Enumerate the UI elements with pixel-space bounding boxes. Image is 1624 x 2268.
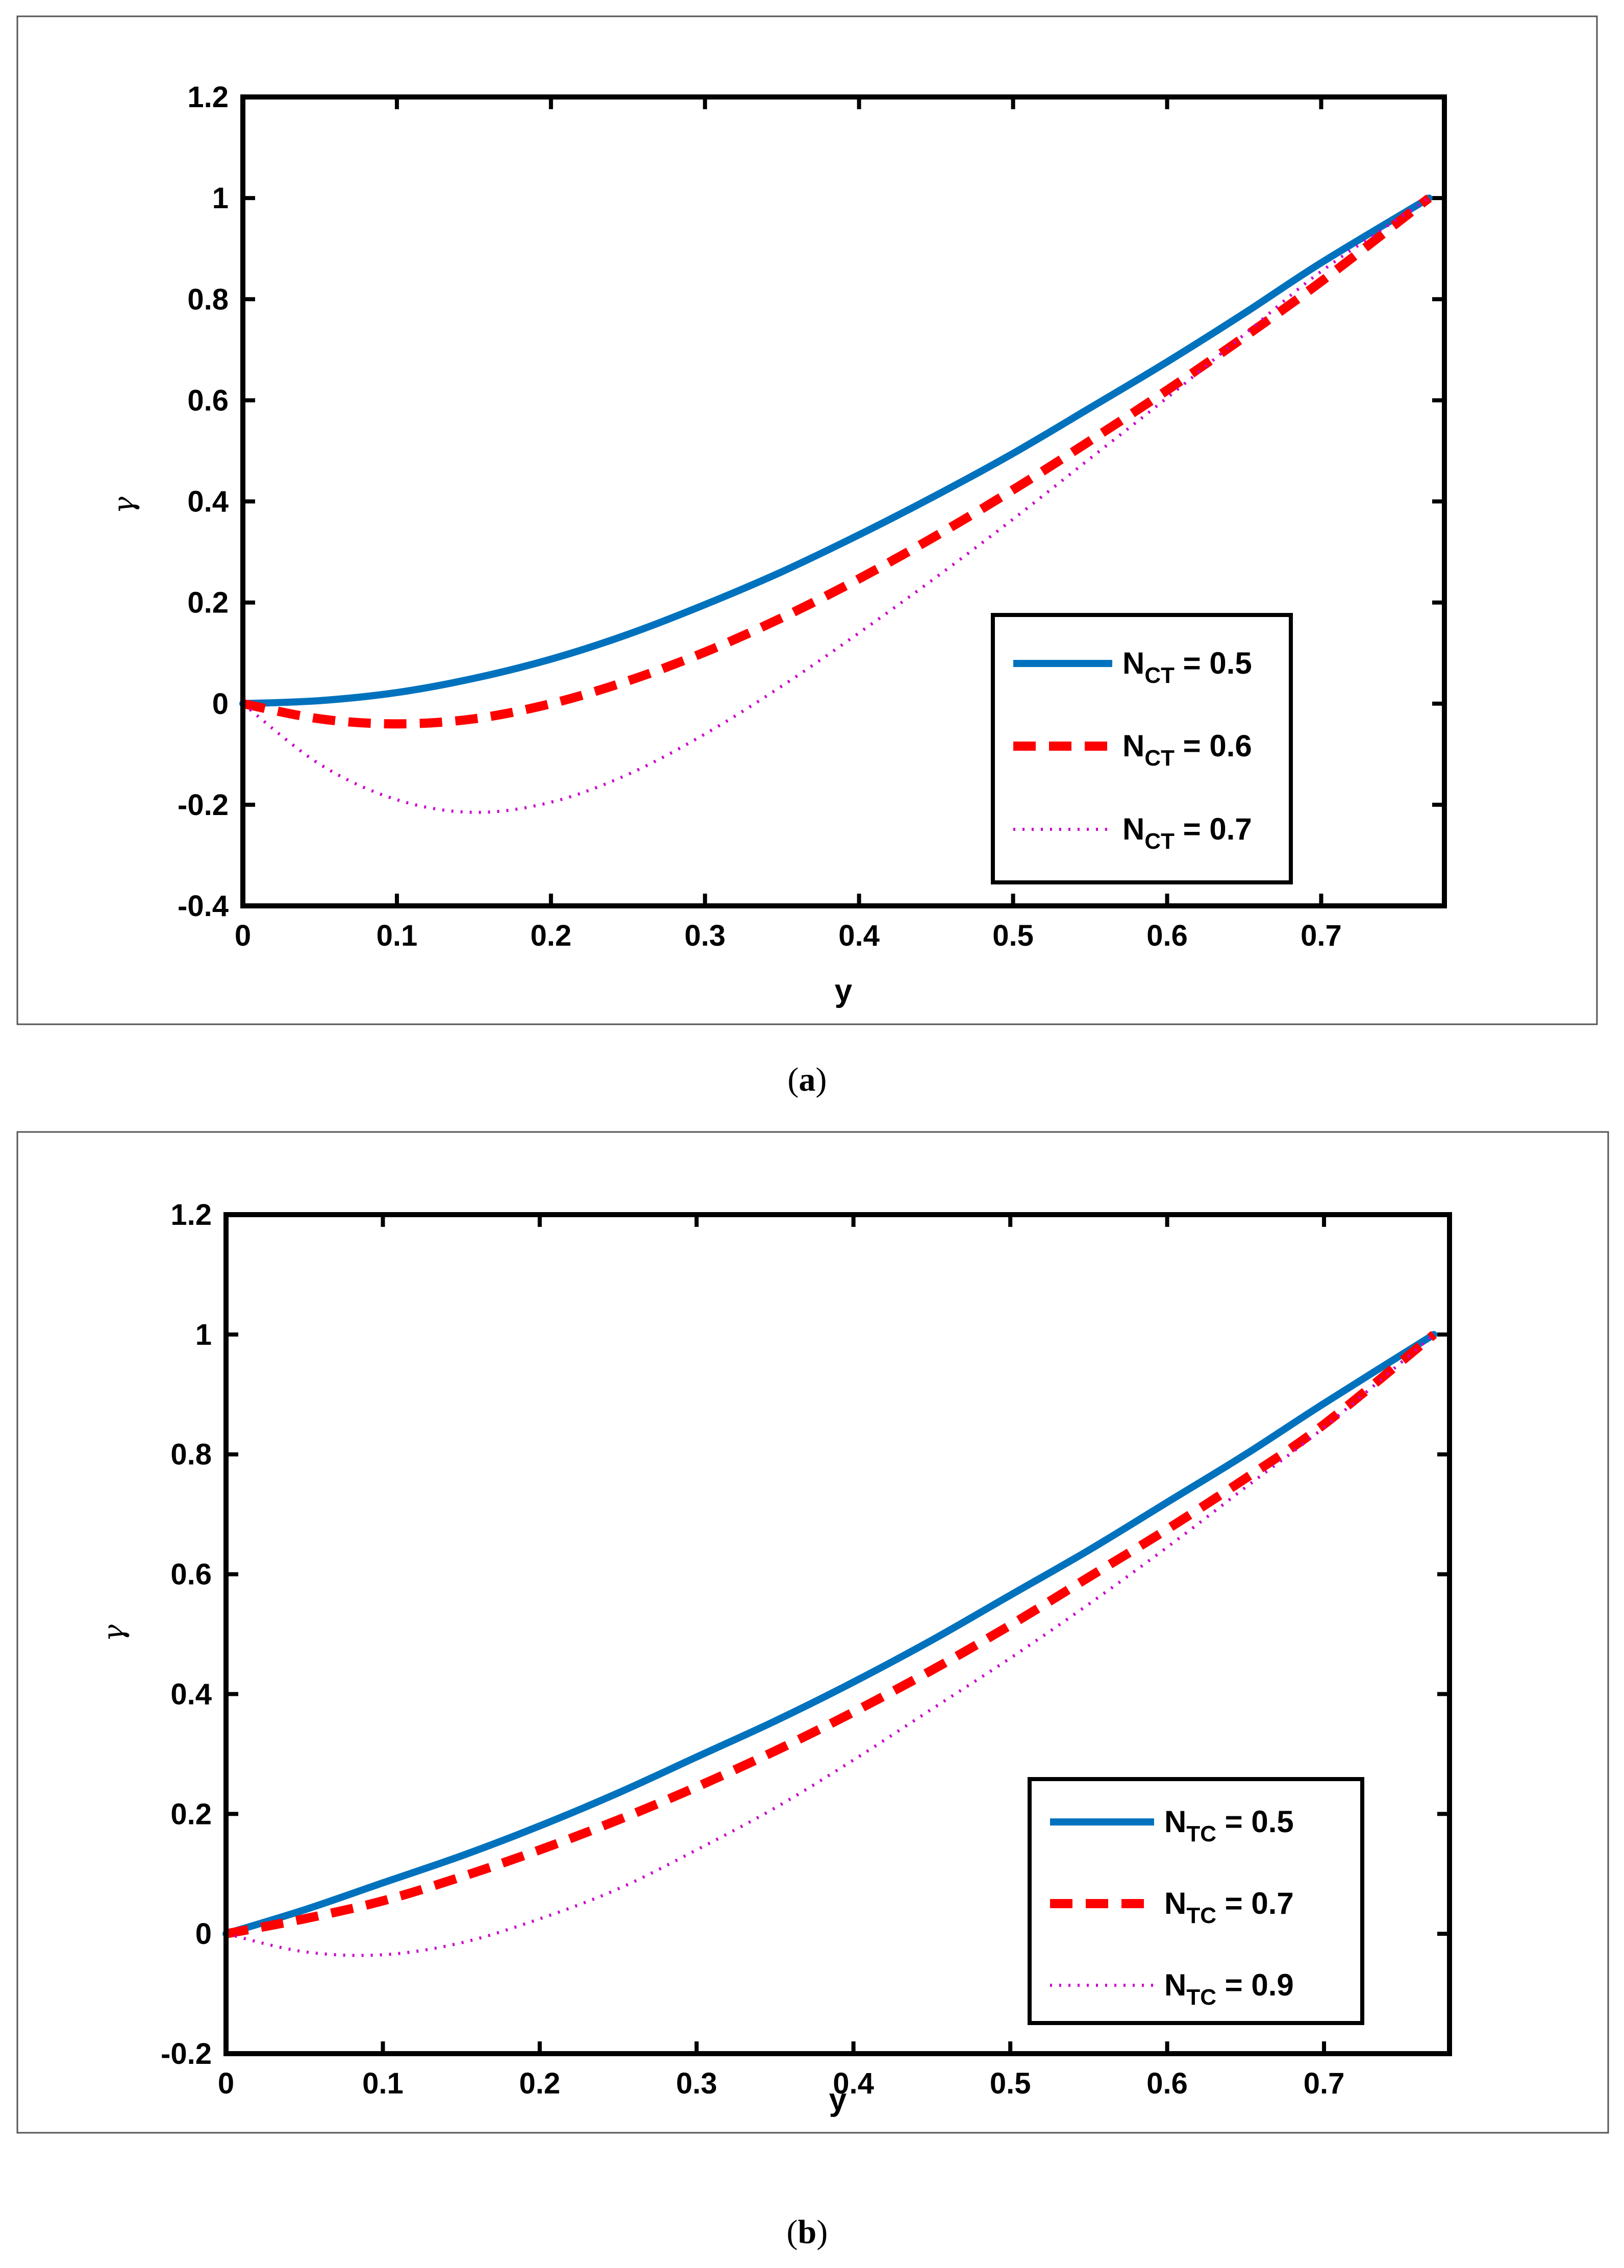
y-tick-label: 1 [212,182,229,215]
y-tick-label: 0.2 [187,586,229,620]
x-tick-label: 0 [235,919,251,952]
panel-b-xlabel: y [829,2082,847,2117]
series-line-2 [242,194,1432,729]
series-line-2 [225,1330,1437,1938]
panel-b-caption-letter: b [798,2213,817,2251]
legend-label-main: N [1122,646,1144,680]
x-tick-label: 0.3 [684,919,726,952]
legend-label-value: = 0.6 [1175,729,1252,763]
y-tick-label: 0.4 [187,485,229,519]
y-tick-label: 1.2 [170,1198,212,1231]
legend-label-3: NTC = 0.9 [1164,1968,1294,2010]
panel-a-legend-box [991,613,1293,884]
legend-label-3: NCT = 0.7 [1122,812,1252,854]
x-tick-label: 0 [218,2067,234,2100]
x-tick-label: 0.1 [362,2067,404,2100]
legend-label-value: = 0.7 [1216,1886,1294,1920]
legend-label-subscript: TC [1186,1903,1216,1928]
series-line-3 [242,196,1430,814]
x-tick-label: 0.2 [531,919,572,952]
y-tick-label: 0.2 [170,1797,212,1831]
x-tick-label: 0.3 [676,2067,717,2100]
x-tick-label: 0.5 [990,2067,1031,2100]
legend-label-subscript: CT [1144,746,1175,771]
x-tick-label: 0.7 [1301,919,1342,952]
y-tick-label: -0.2 [178,788,229,822]
panel-a: 0 0.1 0.2 0.3 0.4 0.5 0.6 0.7 -0.4 -0.2 0 0.2 0.4 0.6… [16,15,1598,1098]
x-tick-label: 0.4 [833,2067,874,2100]
panel-b-series [222,1330,1438,1957]
legend-label-1: NCT = 0.5 [1122,646,1252,688]
legend-label-value: = 0.5 [1216,1805,1294,1839]
y-tick-label: 0.6 [187,384,229,417]
legend-label-main: N [1164,1968,1186,2002]
legend-label-value: = 0.5 [1175,646,1252,680]
series-line-1 [222,1330,1438,1938]
legend-label-main: N [1122,812,1144,846]
legend-label-1: NTC = 0.5 [1164,1805,1294,1846]
y-tick-label: 0.8 [170,1438,212,1471]
panel-a-frame [16,15,1598,1025]
legend-label-value: = 0.9 [1216,1968,1294,2002]
x-tick-label: 0.6 [1146,919,1188,952]
legend-label-subscript: TC [1186,1985,1216,2010]
panel-b-caption: (b) [787,2213,828,2251]
panel-a-ylabel: γ [108,497,141,514]
panel-b: 0 0.1 0.2 0.3 0.4 0.5 0.6 0.7-0.200.20.40.60.81… [16,1131,1609,2251]
panel-a-caption: (a) [788,1061,827,1098]
y-tick-label: -0.2 [161,2037,212,2070]
y-tick-label: 0.8 [187,283,229,316]
y-tick-label: 0 [212,687,229,721]
y-tick-label: 1 [195,1318,212,1351]
x-tick-label: 0.2 [519,2067,561,2100]
y-tick-label: 0 [195,1917,212,1951]
panel-a-axes-box [240,94,1447,908]
series-line-3 [226,1333,1435,1957]
x-tick-label: 0.1 [377,919,418,952]
y-tick-label: 0.4 [170,1678,212,1711]
legend-label-main: N [1164,1886,1186,1920]
legend-label-value: = 0.7 [1175,812,1252,846]
y-tick-label: 0.6 [170,1558,212,1591]
legend-label-main: N [1164,1805,1186,1839]
legend-label-2: NTC = 0.7 [1164,1886,1294,1928]
series-line-1 [239,194,1433,707]
x-tick-label: 0.6 [1146,2067,1188,2100]
y-tick-label: -0.4 [178,890,229,923]
x-tick-label: 0.7 [1304,2067,1345,2100]
panel-a-ticks: 0 0.1 0.2 0.3 0.4 0.5 0.6 0.7 -0.4 -0.2 0 0.2 0.4 0.6… [178,81,1444,952]
legend-label-main: N [1122,729,1144,763]
legend-label-subscript: CT [1144,663,1175,688]
panel-b-axes-box [223,1212,1452,2056]
panel-a-series [239,194,1433,814]
panel-b-frame [16,1131,1609,2134]
panel-a-caption-letter: a [799,1061,816,1098]
panel-a-xlabel: y [835,973,853,1008]
legend-label-subscript: CT [1144,829,1175,854]
legend-label-subscript: TC [1186,1821,1216,1846]
legend-label-2: NCT = 0.6 [1122,729,1252,771]
x-tick-label: 0.4 [838,919,880,952]
y-tick-label: 1.2 [187,81,229,114]
x-tick-label: 0.5 [992,919,1034,952]
panel-b-ylabel: γ [97,1624,131,1642]
